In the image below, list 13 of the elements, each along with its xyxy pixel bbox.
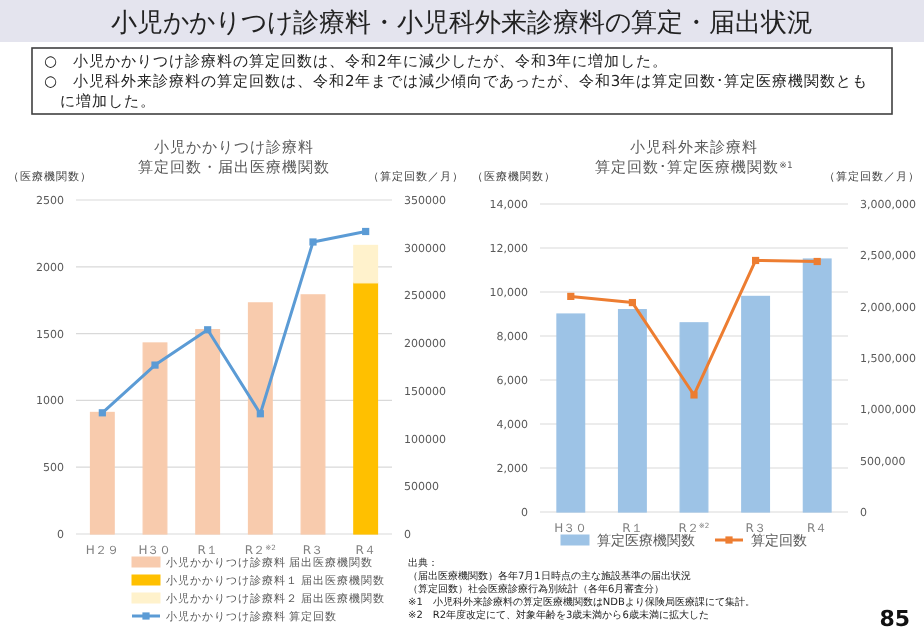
point [362,227,370,236]
point [752,256,760,265]
point [567,292,575,300]
point [813,257,821,266]
text: 小児かかりつけ診療料・小児科外来診療料の算定・届出状況 [111,9,813,39]
point [98,409,106,417]
point [256,410,264,418]
text: 85 [879,606,910,632]
point [204,326,212,334]
point [690,391,698,399]
point [309,238,317,246]
point [151,361,159,369]
point [628,298,636,307]
